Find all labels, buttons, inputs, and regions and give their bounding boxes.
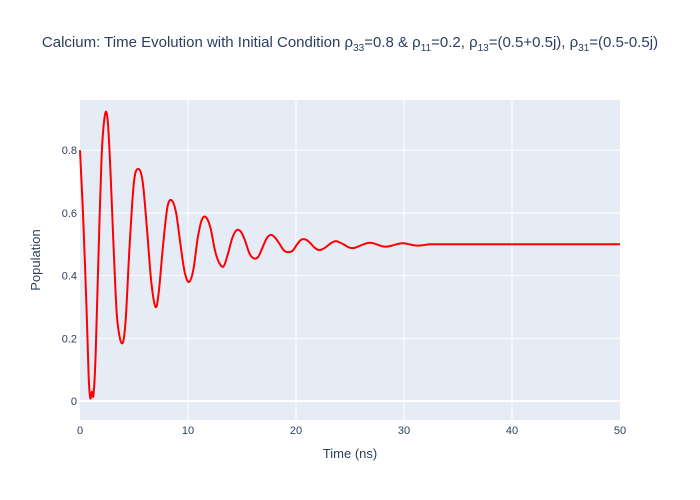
x-axis-label: Time (ns) — [323, 446, 377, 461]
x-tick-label: 50 — [614, 425, 626, 437]
title-sub-3: 31 — [578, 43, 590, 54]
chart-title-prefix: Calcium: Time Evolution with Initial Con… — [41, 34, 345, 51]
x-tick-label: 40 — [506, 425, 518, 437]
x-tick-label: 0 — [77, 425, 83, 437]
plot-area — [80, 100, 620, 420]
title-sym-1: ρ — [412, 34, 421, 51]
title-val-3: =(0.5-0.5j) — [589, 34, 659, 51]
title-sym-2: ρ — [469, 34, 478, 51]
title-sym-3: ρ — [569, 34, 579, 51]
chart-title: Calcium: Time Evolution with Initial Con… — [0, 34, 700, 54]
y-tick-label: 0.4 — [62, 271, 77, 283]
y-tick-label: 0.8 — [62, 145, 77, 157]
title-val-2: =(0.5+0.5j), — [488, 34, 570, 51]
title-val-1: =0.2, — [431, 34, 470, 51]
y-tick-label: 0 — [71, 396, 77, 408]
y-tick-label: 0.6 — [62, 208, 77, 220]
title-val-0: =0.8 & — [364, 34, 413, 51]
title-sub-1: 11 — [420, 43, 432, 54]
series-layer — [79, 110, 620, 400]
x-tick-label: 30 — [398, 425, 410, 437]
title-sym-0: ρ — [344, 34, 354, 51]
x-tick-label: 20 — [290, 425, 302, 437]
x-tick-label: 10 — [182, 425, 194, 437]
grid-lines — [80, 100, 620, 420]
y-tick-label: 0.2 — [62, 333, 77, 345]
title-sub-2: 13 — [477, 43, 489, 54]
y-axis-label: Population — [28, 229, 43, 290]
series-line-0 — [79, 110, 620, 400]
title-sub-0: 33 — [353, 43, 365, 54]
tick-labels: 0 10 20 30 40 50 0 0.2 0.4 0.6 0.8 — [62, 145, 626, 437]
